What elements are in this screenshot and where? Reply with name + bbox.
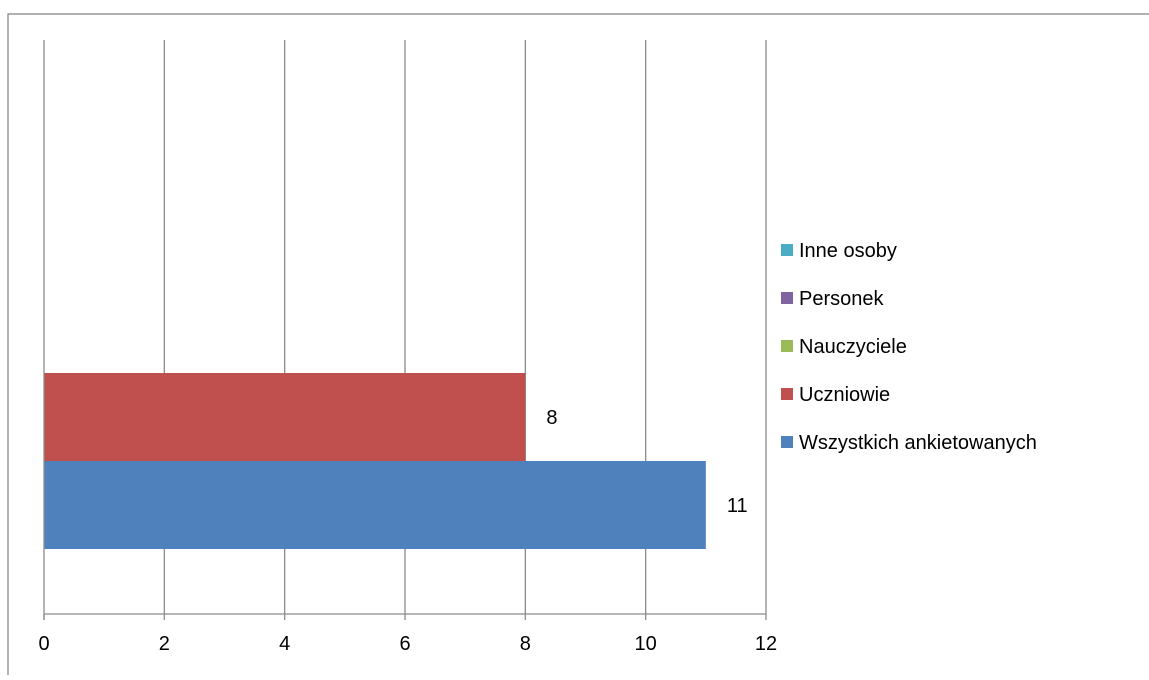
x-tick-label: 8: [520, 633, 531, 655]
legend-label: Personek: [799, 288, 884, 310]
bar: [44, 373, 526, 461]
legend-label: Uczniowie: [799, 384, 890, 406]
legend-swatch: [781, 292, 793, 304]
data-labels: 11 8: [546, 407, 747, 517]
legend-label: Inne osoby: [799, 240, 897, 262]
legend-swatch: [781, 244, 793, 256]
data-label: 11: [727, 495, 748, 517]
x-tick-label: 0: [38, 633, 49, 655]
chart-frame: [7, 13, 1149, 675]
bar: [44, 461, 706, 549]
legend-swatch: [781, 388, 793, 400]
legend-swatch: [781, 340, 793, 352]
data-label: 8: [546, 407, 557, 429]
bars: [44, 373, 706, 549]
legend-swatch: [781, 436, 793, 448]
x-tick-label: 10: [635, 633, 657, 655]
legend-label: Wszystkich ankietowanych: [799, 432, 1037, 454]
x-tick-label: 6: [399, 633, 410, 655]
x-tick-label: 2: [159, 633, 170, 655]
legend-label: Nauczyciele: [799, 336, 907, 358]
legend: Inne osoby Personek Nauczyciele Uczniowie Ws…: [781, 240, 1037, 454]
x-tick-label: 12: [755, 633, 777, 655]
x-axis: 0 2 4 6 8 10 12: [38, 40, 777, 655]
x-tick-label: 4: [279, 633, 290, 655]
